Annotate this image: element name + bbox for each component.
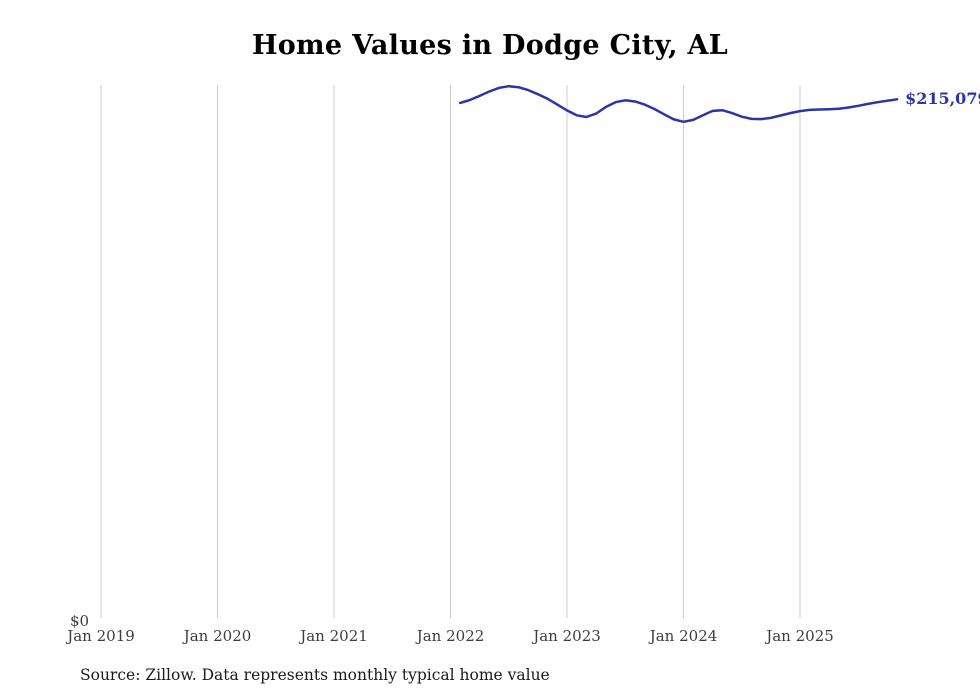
home-value-line [458,84,899,124]
x-tick-label: Jan 2019 [67,627,135,645]
x-tick-label: Jan 2020 [183,627,252,645]
chart-title: Home Values in Dodge City, AL [251,30,729,61]
gridlines [100,85,801,618]
end-value-label: $215,079 [905,89,980,109]
x-tick-label: Jan 2021 [300,627,368,645]
y-axis-zero-label: $0 [70,612,90,630]
x-tick-label: Jan 2025 [766,627,834,645]
x-tick-label: Jan 2022 [416,627,485,645]
source-note: Source: Zillow. Data represents monthly … [80,666,550,684]
x-tick-label: Jan 2023 [533,627,601,645]
x-tick-label: Jan 2024 [649,627,718,645]
